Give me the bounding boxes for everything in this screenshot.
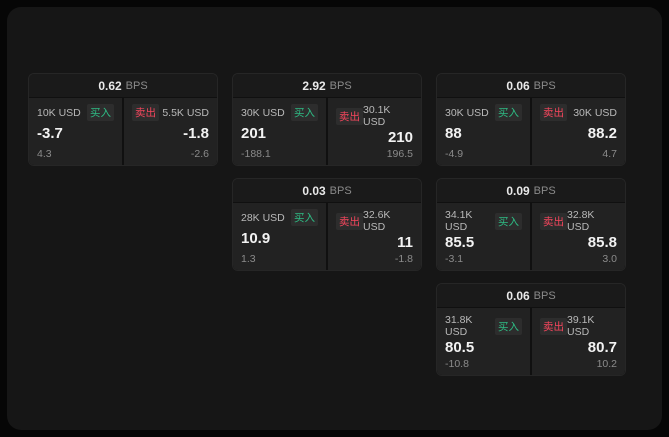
spread-value: 2.92 [302,78,326,93]
buy-button[interactable]: 买入 [495,317,522,335]
sell-size: 39.1K USD [567,314,595,338]
buy-price: 88 [445,125,462,143]
sell-cell: 卖出 39.1K USD 80.7 10.2 [532,308,625,375]
buy-button[interactable]: 买入 [87,104,114,121]
sell-button[interactable]: 卖出 [132,104,159,121]
sell-size: 5.5K USD [162,106,209,119]
buy-size: 30K USD [445,106,489,119]
sell-change: 10.2 [596,358,617,370]
buy-change: -10.8 [445,358,469,370]
buy-price: -3.7 [37,125,63,143]
buy-size: 34.1K USD [445,209,473,233]
spread-unit: BPS [533,79,556,92]
quote-card: 0.09 BPS 34.1K USD 买入 85.5 -3.1 卖出 32.8K… [436,178,626,271]
buy-change: 1.3 [241,253,256,265]
sell-size: 30K USD [573,106,617,119]
spread-header: 0.03 BPS [233,179,421,202]
sell-cell: 卖出 30K USD 88.2 4.7 [532,98,625,165]
buy-button[interactable]: 买入 [495,104,522,121]
sell-button[interactable]: 卖出 [336,212,363,230]
spread-value: 0.09 [506,183,530,198]
buy-size: 28K USD [241,211,285,224]
spread-unit: BPS [533,184,556,197]
buy-size: 31.8K USD [445,314,473,338]
sell-size: 30.1K USD [363,104,391,128]
quote-card: 2.92 BPS 30K USD 买入 201 -188.1 卖出 30.1K … [232,73,422,166]
buy-button[interactable]: 买入 [291,209,318,226]
spread-unit: BPS [125,79,148,92]
sell-cell: 卖出 32.8K USD 85.8 3.0 [532,203,625,270]
sell-price: 85.8 [587,233,617,251]
spread-value: 0.62 [98,78,122,93]
spread-header: 0.62 BPS [29,74,217,97]
sell-price: 210 [387,128,413,146]
buy-size: 30K USD [241,106,285,119]
spread-header: 0.06 BPS [437,74,625,97]
buy-button[interactable]: 买入 [291,104,318,121]
spread-value: 0.06 [506,288,530,303]
spread-value: 0.06 [506,78,530,93]
buy-cell: 30K USD 买入 88 -4.9 [437,98,530,165]
buy-button[interactable]: 买入 [495,212,522,230]
spread-unit: BPS [533,289,556,302]
buy-size: 10K USD [37,106,81,119]
sell-change: 196.5 [386,148,413,160]
buy-price: 80.5 [445,338,475,356]
buy-cell: 34.1K USD 买入 85.5 -3.1 [437,203,530,270]
sell-size: 32.6K USD [363,209,391,233]
quote-card: 0.06 BPS 30K USD 买入 88 -4.9 卖出 30K USD 8… [436,73,626,166]
buy-cell: 31.8K USD 买入 80.5 -10.8 [437,308,530,375]
quote-card: 0.62 BPS 10K USD 买入 -3.7 4.3 卖出 5.5K USD… [28,73,218,166]
spread-value: 0.03 [302,183,326,198]
sell-button[interactable]: 卖出 [540,317,567,335]
buy-change: -188.1 [241,148,271,160]
sell-button[interactable]: 卖出 [336,107,363,125]
sell-change: -1.8 [394,253,413,265]
buy-cell: 10K USD 买入 -3.7 4.3 [29,98,122,165]
sell-price: 80.7 [587,338,617,356]
buy-change: -3.1 [445,253,464,265]
quote-card: 0.06 BPS 31.8K USD 买入 80.5 -10.8 卖出 39.1… [436,283,626,376]
sell-price: 88.2 [587,125,617,143]
buy-change: -4.9 [445,148,464,160]
sell-size: 32.8K USD [567,209,595,233]
spread-header: 0.06 BPS [437,284,625,307]
sell-cell: 卖出 30.1K USD 210 196.5 [328,98,421,165]
sell-price: 11 [397,233,413,251]
spread-header: 2.92 BPS [233,74,421,97]
buy-price: 85.5 [445,233,475,251]
buy-change: 4.3 [37,148,52,160]
sell-button[interactable]: 卖出 [540,104,567,121]
sell-cell: 卖出 32.6K USD 11 -1.8 [328,203,421,270]
buy-cell: 28K USD 买入 10.9 1.3 [233,203,326,270]
spread-header: 0.09 BPS [437,179,625,202]
spread-unit: BPS [329,79,352,92]
quote-card: 0.03 BPS 28K USD 买入 10.9 1.3 卖出 32.6K US… [232,178,422,271]
sell-price: -1.8 [183,125,209,143]
buy-cell: 30K USD 买入 201 -188.1 [233,98,326,165]
buy-price: 10.9 [241,230,271,248]
quote-cards-grid: 0.62 BPS 10K USD 买入 -3.7 4.3 卖出 5.5K USD… [28,73,626,376]
sell-change: 4.7 [602,148,617,160]
sell-change: -2.6 [190,148,209,160]
sell-cell: 卖出 5.5K USD -1.8 -2.6 [124,98,217,165]
sell-button[interactable]: 卖出 [540,212,567,230]
sell-change: 3.0 [602,253,617,265]
spread-unit: BPS [329,184,352,197]
buy-price: 201 [241,125,267,143]
